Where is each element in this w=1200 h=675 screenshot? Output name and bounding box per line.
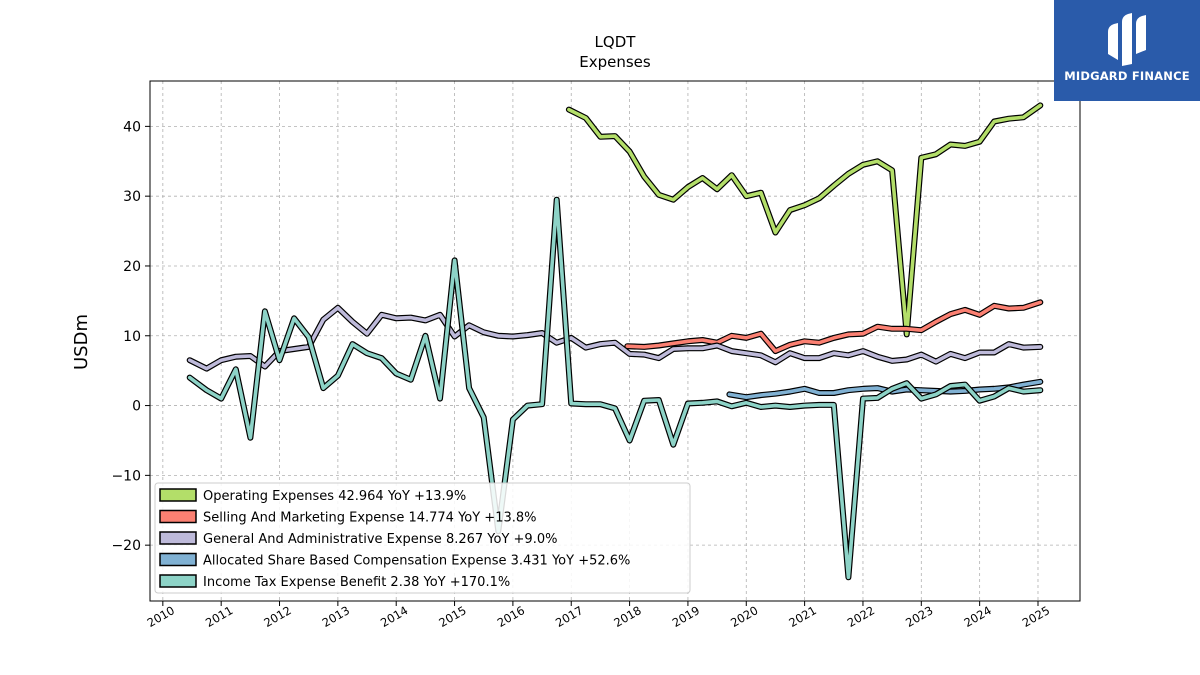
x-tick-label: 2010 bbox=[145, 603, 177, 630]
legend-swatch bbox=[159, 552, 197, 567]
plot-frame bbox=[149, 80, 1081, 602]
y-tick-label: 40 bbox=[123, 119, 141, 135]
x-tick-label: 2018 bbox=[611, 603, 643, 630]
chart-title: LQDT bbox=[595, 33, 637, 51]
series-line-operating-expenses bbox=[567, 103, 1043, 337]
y-tick-label: 0 bbox=[132, 399, 141, 415]
y-tick-label: 10 bbox=[123, 329, 141, 345]
x-tick-label: 2017 bbox=[553, 603, 585, 630]
x-tick-label: 2025 bbox=[1020, 603, 1052, 630]
legend-swatch bbox=[159, 574, 197, 588]
legend-swatch bbox=[159, 531, 197, 545]
series-outline-selling-and-marketing-expense bbox=[624, 299, 1044, 355]
logo-mark-icon bbox=[1108, 13, 1146, 66]
legend-label: General And Administrative Expense 8.267… bbox=[203, 532, 557, 547]
series-line-general-and-administrative-expense bbox=[187, 306, 1043, 371]
y-tick-label: −10 bbox=[111, 468, 141, 484]
legend-swatch bbox=[159, 488, 197, 502]
x-tick-label: 2019 bbox=[670, 603, 702, 630]
logo-text: MIDGARD FINANCE bbox=[1064, 69, 1190, 83]
x-tick-label: 2013 bbox=[320, 603, 352, 630]
x-tick-label: 2014 bbox=[378, 603, 410, 630]
chart-subtitle: Expenses bbox=[579, 53, 651, 71]
x-tick-label: 2020 bbox=[728, 603, 760, 630]
x-tick-label: 2011 bbox=[203, 603, 235, 630]
legend-label: Selling And Marketing Expense 14.774 YoY… bbox=[203, 511, 537, 526]
y-axis-label: USDm bbox=[71, 314, 92, 370]
x-tick-label: 2015 bbox=[436, 603, 468, 630]
x-axis-ticks: 2010 2011 2012 2013 2014 2015 2016 2017 2018 2019… bbox=[145, 601, 1052, 630]
legend-label: Allocated Share Based Compensation Expen… bbox=[203, 554, 630, 569]
brand-logo: MIDGARD FINANCE bbox=[1054, 0, 1200, 101]
legend-swatch bbox=[159, 509, 197, 524]
y-tick-label: 30 bbox=[123, 189, 141, 205]
series-line-income-tax-expense-benefit bbox=[187, 197, 1043, 580]
legend-label: Operating Expenses 42.964 YoY +13.9% bbox=[203, 489, 466, 504]
y-tick-label: 20 bbox=[123, 259, 141, 275]
y-axis-ticks: −20 −10 0 10 20 30 40 bbox=[111, 119, 150, 554]
legend: Operating Expenses 42.964 YoY +13.9% Sell… bbox=[154, 482, 691, 594]
legend-box bbox=[154, 482, 691, 594]
legend-label: Income Tax Expense Benefit 2.38 YoY +170… bbox=[203, 575, 510, 590]
x-tick-label: 2021 bbox=[786, 603, 818, 630]
series-lines bbox=[186, 102, 1044, 581]
x-tick-label: 2023 bbox=[903, 603, 935, 630]
x-tick-label: 2024 bbox=[961, 603, 993, 630]
series-line-selling-and-marketing-expense bbox=[625, 300, 1043, 353]
x-tick-label: 2016 bbox=[495, 603, 527, 630]
y-tick-label: −20 bbox=[111, 538, 141, 554]
x-tick-label: 2012 bbox=[261, 603, 293, 630]
x-tick-label: 2022 bbox=[845, 603, 877, 630]
